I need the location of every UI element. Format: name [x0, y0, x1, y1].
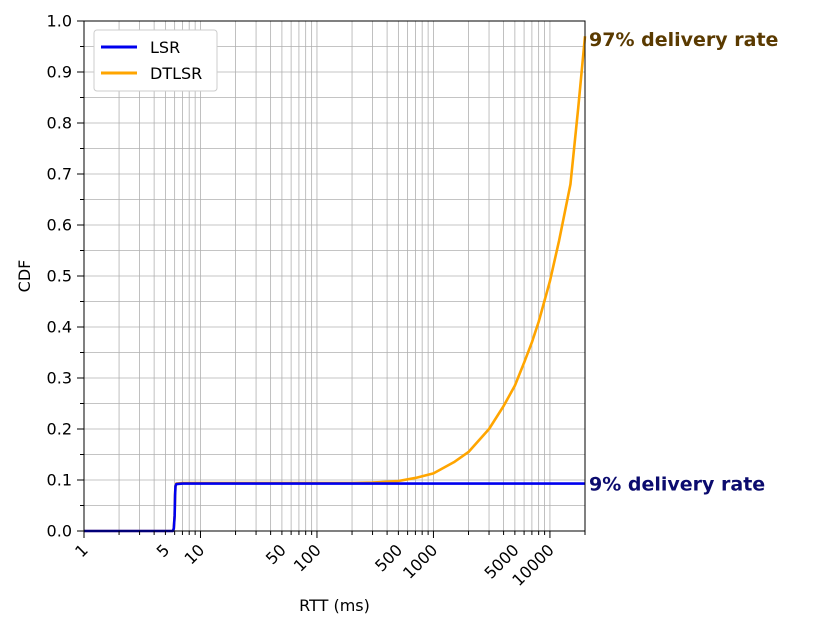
x-tick-label: 50	[262, 540, 290, 568]
annotation-lsr-delivery: 9% delivery rate	[589, 474, 765, 496]
y-tick-label: 0.2	[47, 420, 72, 439]
y-tick-label: 0.8	[47, 114, 72, 133]
x-axis-label: RTT (ms)	[299, 596, 370, 615]
series-line-dtlsr	[84, 36, 587, 533]
x-tick-label: 10	[180, 540, 208, 568]
y-tick-label: 0.6	[47, 216, 72, 235]
y-tick-label: 0.1	[47, 471, 72, 490]
y-tick-label: 1.0	[47, 12, 72, 31]
y-tick-label: 0.9	[47, 63, 72, 82]
legend-label-dtlsr: DTLSR	[150, 64, 202, 83]
grid-layer	[83, 20, 586, 532]
x-tick-label: 100	[290, 540, 325, 575]
y-tick-label: 0.4	[47, 318, 72, 337]
y-tick-label: 0.0	[47, 522, 72, 541]
annotation-dtlsr-delivery: 97% delivery rate	[589, 29, 778, 51]
legend-box	[93, 29, 218, 92]
legend: LSR DTLSR	[93, 29, 218, 92]
series-layer	[84, 36, 587, 533]
y-tick-label: 0.5	[47, 267, 72, 286]
tick-layer: 0.00.10.20.30.40.50.60.70.80.91.01 5 10 50 1…	[47, 12, 586, 590]
y-tick-label: 0.7	[47, 165, 72, 184]
y-tick-label: 0.3	[47, 369, 72, 388]
legend-label-lsr: LSR	[150, 38, 180, 57]
x-tick-label: 1	[71, 540, 92, 561]
series-line-lsr	[84, 482, 585, 533]
y-axis-label: CDF	[15, 260, 34, 293]
x-tick-label: 5	[153, 540, 174, 561]
x-tick-label: 1000	[399, 540, 441, 582]
